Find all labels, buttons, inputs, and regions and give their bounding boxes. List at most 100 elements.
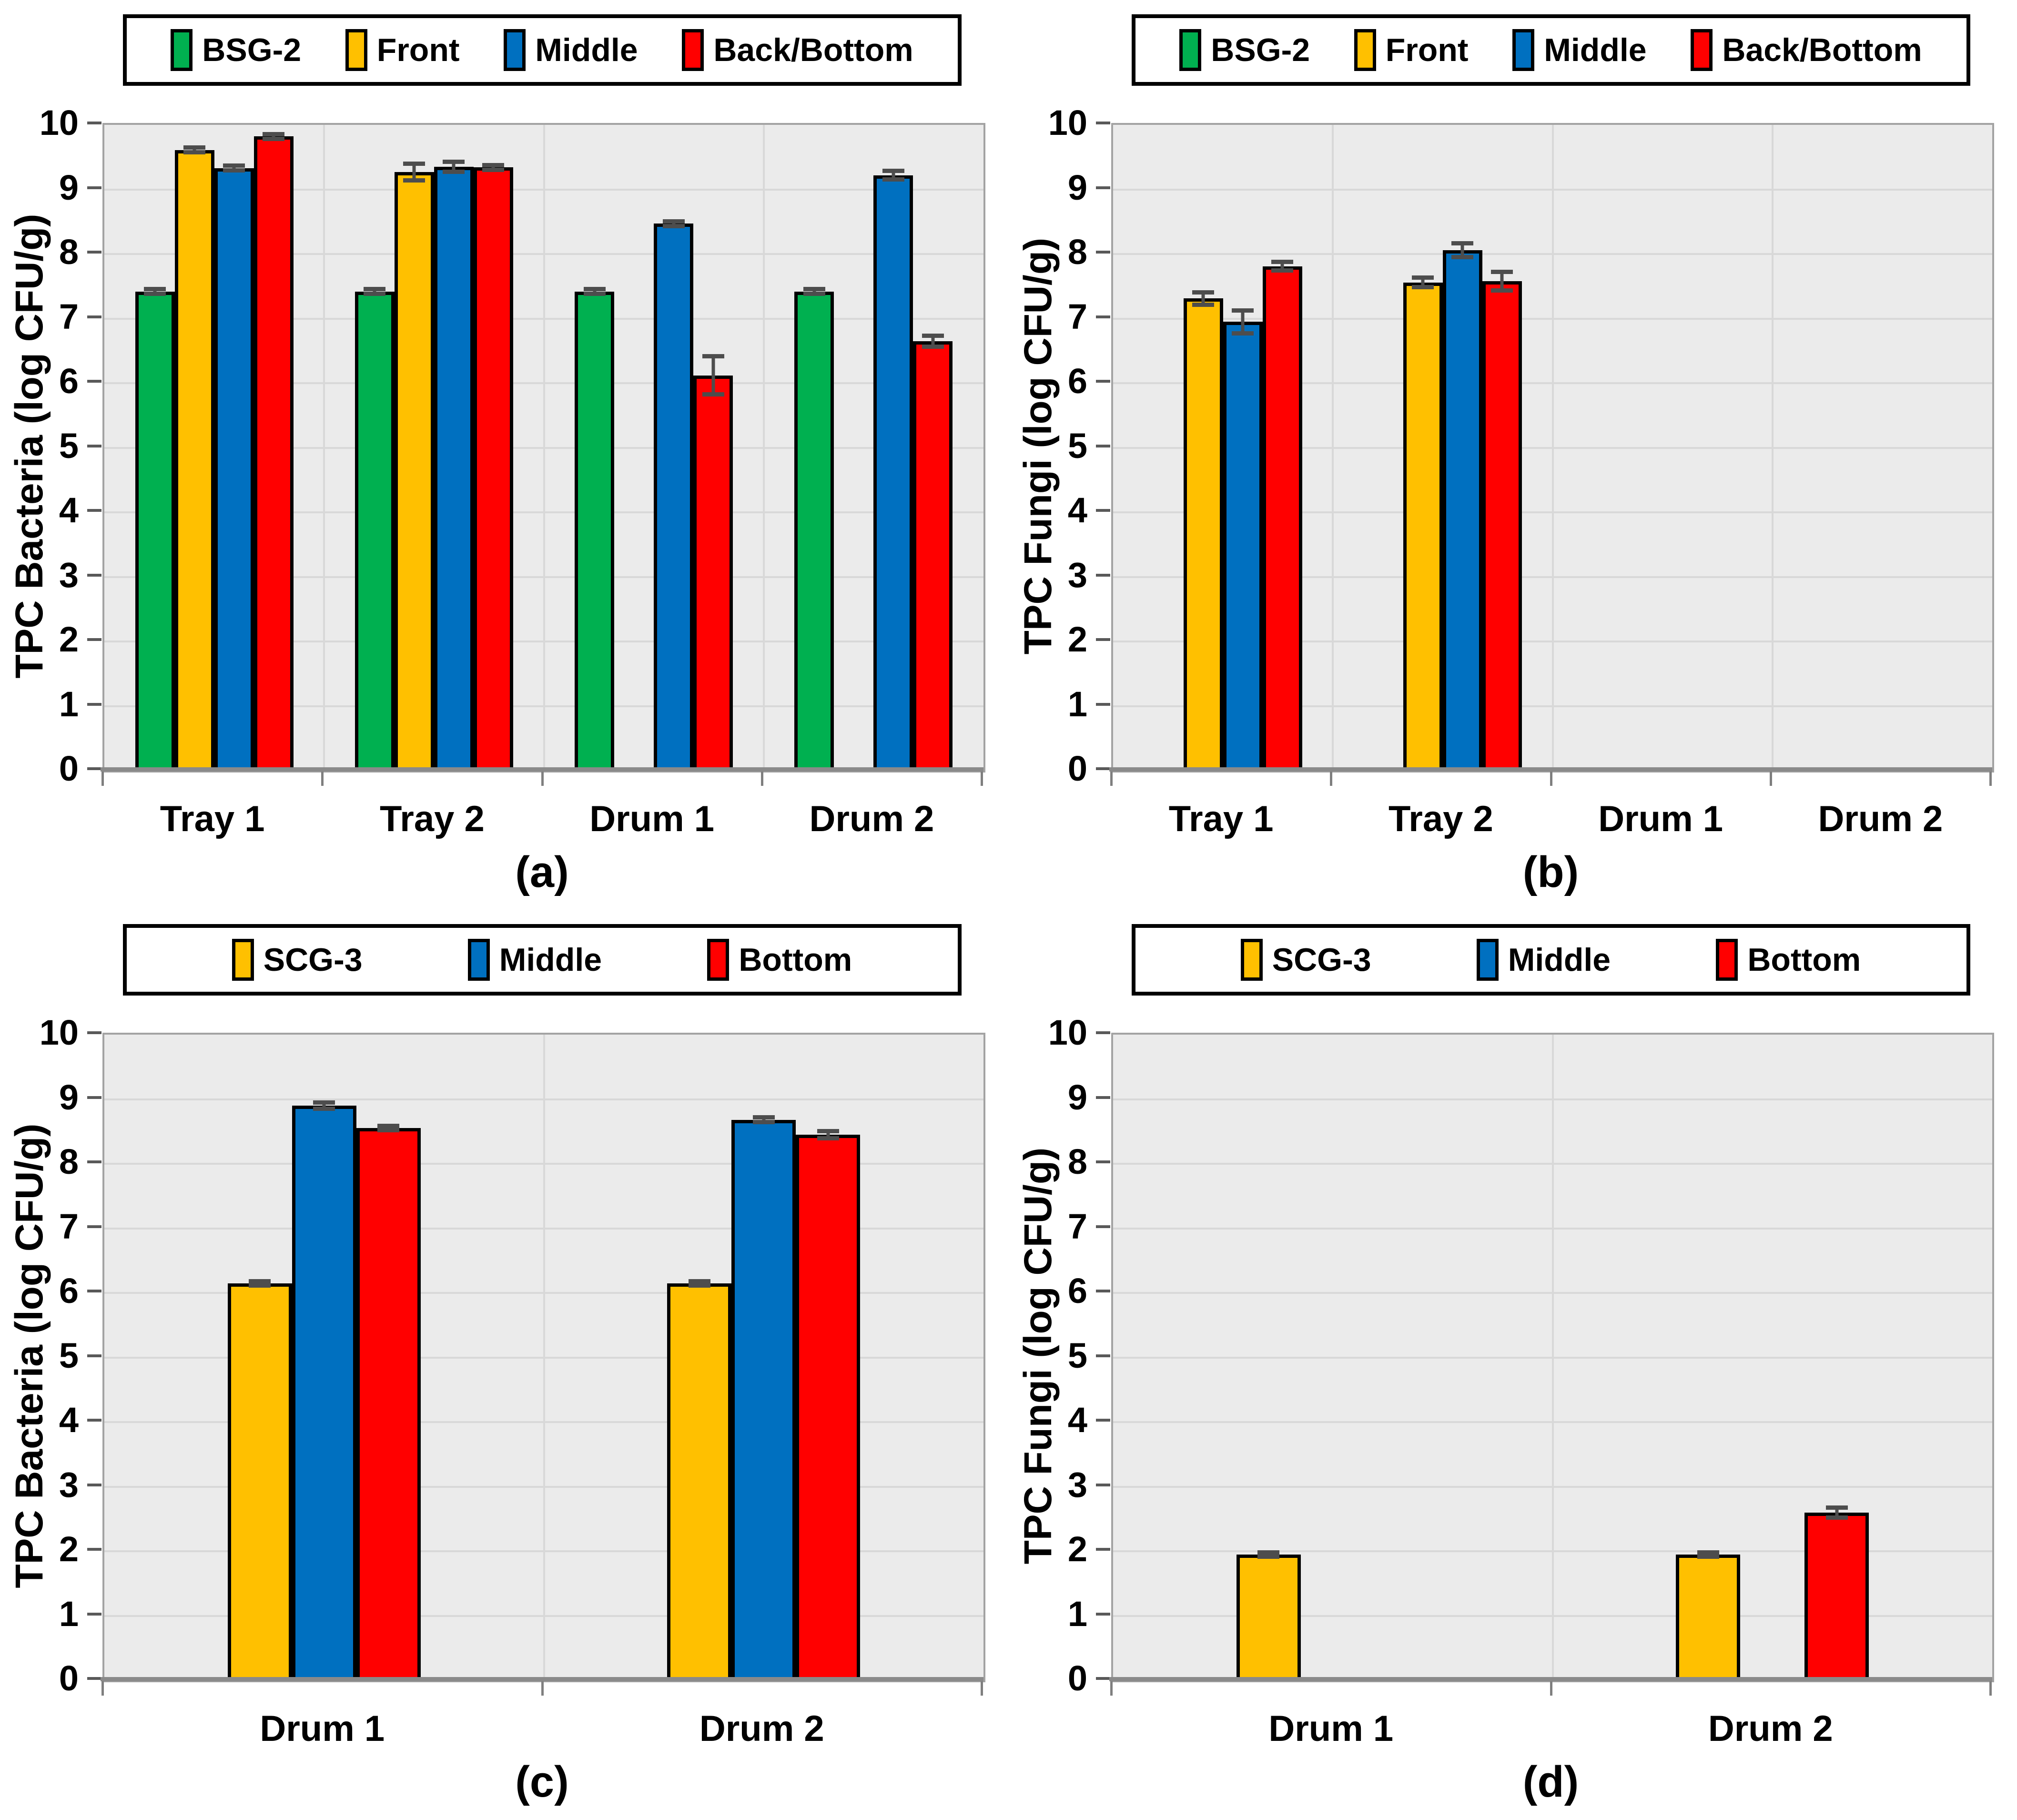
error-bar-cap-bottom xyxy=(364,291,386,296)
bar-front-tray-2 xyxy=(1403,282,1443,771)
error-bar-cap-bottom xyxy=(1192,303,1215,307)
y-tick-label-9: 9 xyxy=(1067,167,1087,207)
y-tick-7 xyxy=(87,315,101,318)
legend-panel-a: BSG-2 Front Middle Back/Bottom xyxy=(122,14,962,86)
error-bar-stem xyxy=(826,1130,830,1139)
error-bar-cap-top xyxy=(882,169,904,173)
legend-swatch-scg-3 xyxy=(232,939,254,981)
error-bar-cap-top xyxy=(443,160,465,164)
y-tick-label-2: 2 xyxy=(59,620,79,659)
error-bar-stem xyxy=(412,163,416,181)
error-bar-cap-top xyxy=(752,1115,775,1120)
error-bar-bsg-2-tray-2 xyxy=(355,287,395,296)
y-tick-6 xyxy=(87,1290,101,1292)
error-bar-cap-bottom xyxy=(377,1128,400,1133)
y-tick-label-3: 3 xyxy=(1067,1464,1087,1505)
y-tick-4 xyxy=(87,509,101,512)
bar-back-bottom-tray-1 xyxy=(253,136,294,771)
error-bar-middle-drum-1 xyxy=(292,1100,356,1111)
x-category-label-drum-2: Drum 2 xyxy=(809,799,934,839)
x-axis-baseline xyxy=(101,767,983,772)
legend-swatch-middle xyxy=(504,29,526,71)
y-tick-0 xyxy=(87,1677,101,1680)
bar-middle-tray-1 xyxy=(214,168,254,771)
error-bar-cap-top xyxy=(922,333,944,338)
panel-caption: (b) xyxy=(1522,848,1579,896)
y-tick-2 xyxy=(87,638,101,641)
x-category-label-tray-2: Tray 2 xyxy=(380,799,485,839)
error-bar-stem xyxy=(1280,262,1284,271)
y-tick-2 xyxy=(1096,638,1110,641)
panel-c: SCG-3 Middle Bottom TPC Bacteria (log CFU/… xyxy=(0,910,1008,1820)
error-bar-stem xyxy=(272,133,275,139)
y-tick-10 xyxy=(1096,1031,1110,1034)
error-bar-cap-bottom xyxy=(803,291,825,296)
y-tick-10 xyxy=(87,122,101,124)
legend-item-front: Front xyxy=(345,29,460,71)
error-bar-cap-bottom xyxy=(313,1106,335,1111)
x-category-label-tray-2: Tray 2 xyxy=(1389,799,1493,839)
bar-scg-3-drum-1 xyxy=(1236,1554,1301,1680)
legend-item-bsg-2: BSG-2 xyxy=(171,29,301,71)
legend-swatch-front xyxy=(345,29,367,71)
bar-middle-drum-1 xyxy=(292,1106,356,1680)
y-tick-label-8: 8 xyxy=(1067,1142,1087,1181)
error-bar-stem xyxy=(931,335,935,347)
error-bar-cap-top xyxy=(1192,290,1215,295)
legend-label-scg-3: SCG-3 xyxy=(263,942,363,978)
y-tick-2 xyxy=(87,1548,101,1551)
y-tick-label-7: 7 xyxy=(1067,1206,1087,1246)
error-bar-cap-bottom xyxy=(249,1283,271,1288)
x-tick-0 xyxy=(101,1680,104,1696)
error-bar-scg-3-drum-1 xyxy=(228,1279,292,1288)
y-tick-3 xyxy=(87,1483,101,1486)
error-bar-cap-top xyxy=(364,287,386,292)
y-tick-9 xyxy=(1096,1096,1110,1099)
error-bar-stem xyxy=(452,162,456,172)
legend-item-front: Front xyxy=(1354,29,1469,71)
error-bar-cap-bottom xyxy=(482,167,505,172)
y-tick-label-4: 4 xyxy=(59,1400,79,1440)
error-bar-cap-bottom xyxy=(1491,288,1513,293)
legend-swatch-bsg-2 xyxy=(171,29,193,71)
error-bar-cap-top xyxy=(803,287,825,292)
y-tick-5 xyxy=(1096,444,1110,447)
legend-item-middle: Middle xyxy=(1476,939,1611,981)
x-tick-0 xyxy=(1110,1680,1113,1696)
error-bar-stem xyxy=(491,165,495,170)
legend-label-bottom: Bottom xyxy=(1747,942,1861,978)
error-bar-stem xyxy=(1421,277,1425,288)
y-tick-label-3: 3 xyxy=(59,1464,79,1505)
error-bar-cap-top xyxy=(1825,1505,1848,1510)
error-bar-cap-top xyxy=(263,132,285,136)
legend-label-front: Front xyxy=(1385,32,1469,68)
error-bar-cap-bottom xyxy=(583,291,606,296)
error-bar-cap-bottom xyxy=(1697,1554,1719,1559)
legend-item-bottom: Bottom xyxy=(707,939,852,981)
legend-item-back-bottom: Back/Bottom xyxy=(1691,29,1922,71)
error-bar-cap-top xyxy=(688,1279,710,1283)
error-bar-bottom-drum-2 xyxy=(1804,1505,1869,1520)
error-bar-front-tray-2 xyxy=(1403,275,1443,290)
y-tick-label-6: 6 xyxy=(1067,1271,1087,1311)
bar-front-tray-2 xyxy=(394,172,434,771)
bar-scg-3-drum-1 xyxy=(227,1283,292,1680)
category-separator xyxy=(323,125,325,771)
legend-panel-c: SCG-3 Middle Bottom xyxy=(122,924,962,996)
y-tick-label-9: 9 xyxy=(1067,1077,1087,1117)
error-bar-middle-drum-2 xyxy=(873,169,913,182)
legend-swatch-bottom xyxy=(1716,939,1738,981)
error-bar-stem xyxy=(232,165,236,171)
y-tick-7 xyxy=(1096,1225,1110,1228)
error-bar-cap-top xyxy=(817,1129,839,1133)
x-tick-2 xyxy=(981,1680,983,1696)
y-tick-label-1: 1 xyxy=(59,1594,79,1634)
legend-item-bsg-2: BSG-2 xyxy=(1179,29,1310,71)
bar-bottom-drum-2 xyxy=(796,1135,861,1680)
y-tick-label-8: 8 xyxy=(1067,232,1087,272)
error-bar-cap-bottom xyxy=(263,136,285,141)
error-bar-cap-bottom xyxy=(662,224,685,228)
error-bar-cap-top xyxy=(223,163,245,168)
error-bar-cap-bottom xyxy=(183,150,206,155)
